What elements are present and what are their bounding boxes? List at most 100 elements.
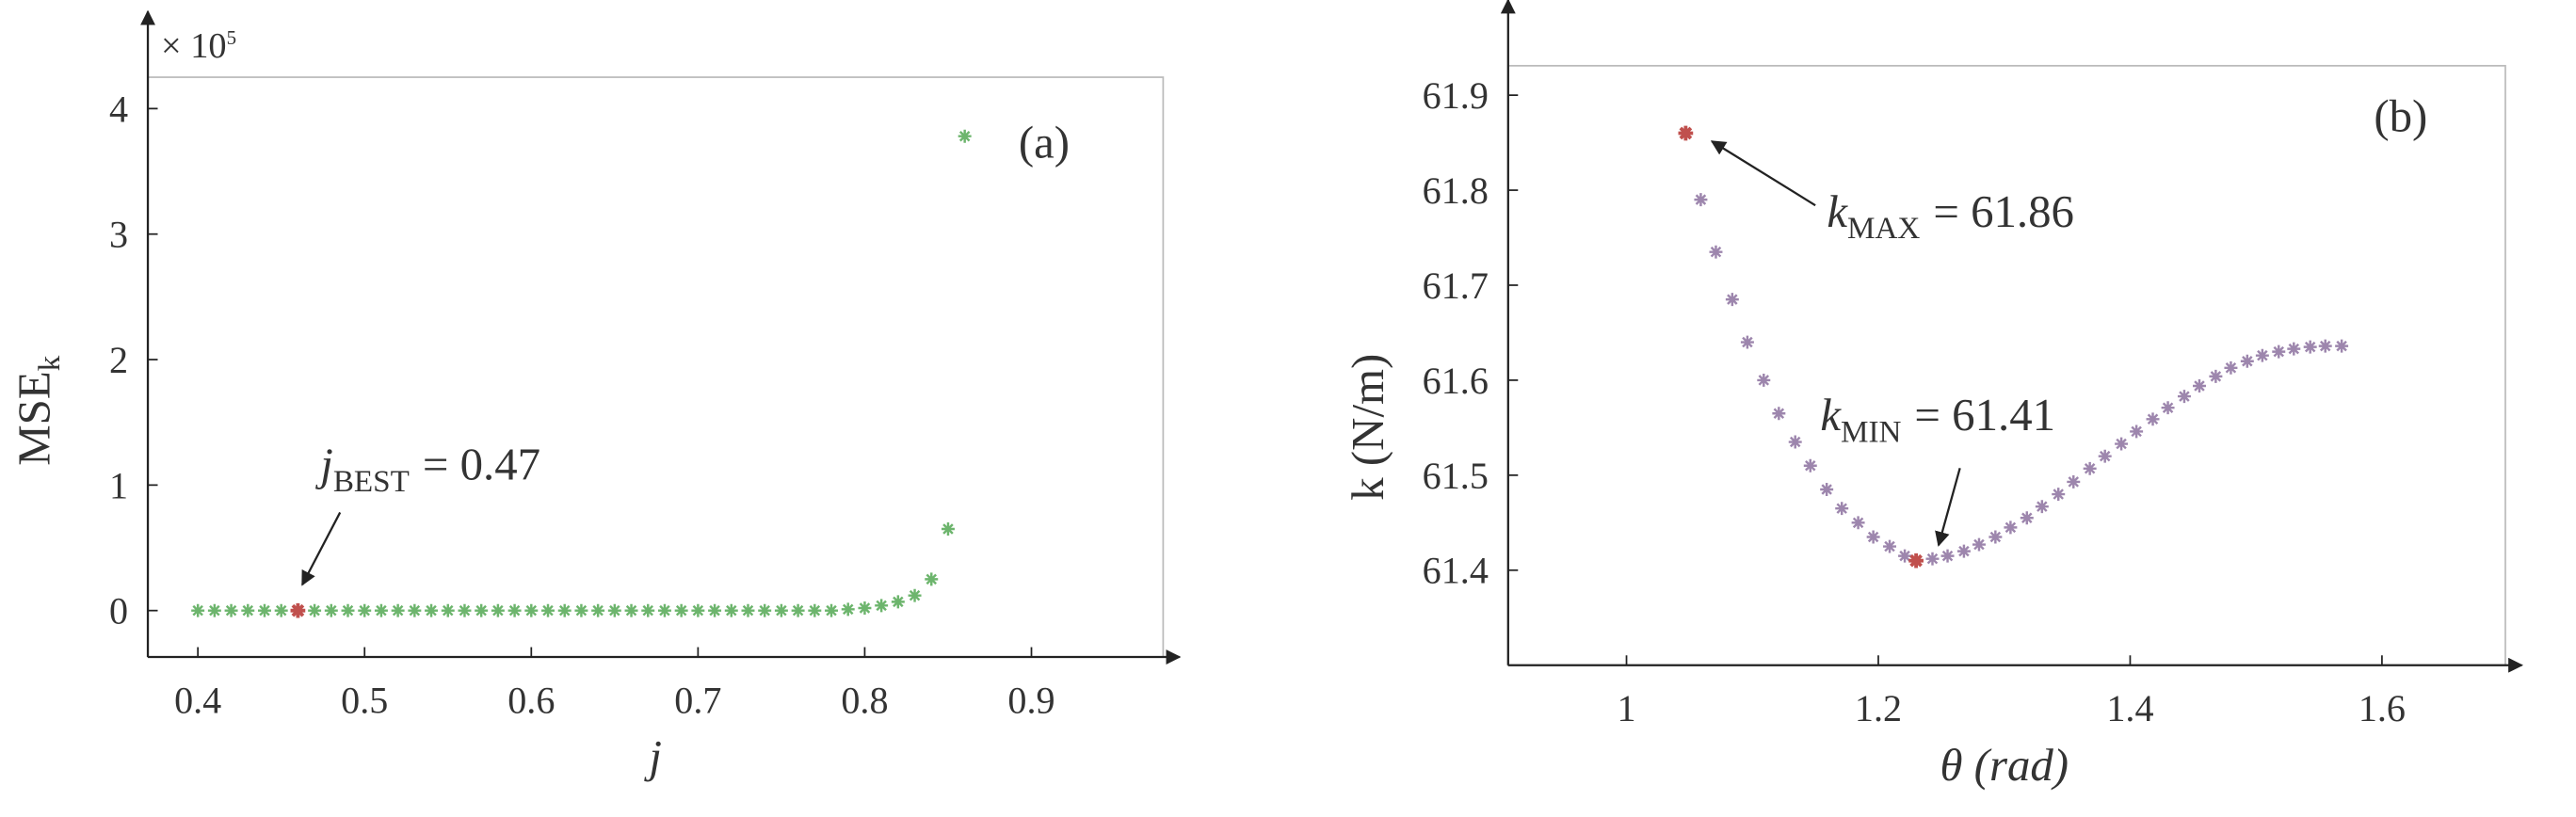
y-axis-label: MSEk	[8, 355, 66, 465]
point	[1709, 245, 1723, 259]
point	[741, 603, 755, 617]
point	[241, 603, 255, 617]
annotation-symbol: k	[1820, 389, 1842, 441]
point	[441, 603, 455, 617]
x-tick-label: 1.4	[2106, 687, 2153, 729]
point	[408, 603, 422, 617]
point	[657, 603, 671, 617]
point	[574, 603, 588, 617]
x-tick-label: 0.4	[174, 679, 221, 721]
point	[2052, 488, 2066, 502]
point	[1940, 549, 1955, 563]
point	[708, 603, 722, 617]
point	[1925, 552, 1940, 566]
point	[391, 603, 405, 617]
point	[207, 603, 221, 617]
y-tick-label: 61.9	[1423, 74, 1489, 117]
point	[941, 522, 955, 536]
y-label-text: MSE	[8, 371, 59, 465]
annotation-text: = 0.47	[423, 439, 540, 490]
annotation-symbol: j	[314, 439, 333, 490]
annotation-arrow	[1935, 468, 1961, 547]
x-tick-label: 1	[1617, 687, 1635, 729]
point	[2115, 437, 2129, 451]
point	[2209, 369, 2223, 383]
point	[674, 603, 688, 617]
point	[425, 603, 439, 617]
point	[858, 601, 872, 615]
x-tick-label: 0.9	[1007, 679, 1055, 721]
point	[324, 603, 338, 617]
point	[774, 603, 788, 617]
point	[2083, 461, 2097, 475]
point	[591, 603, 605, 617]
x-tick-label: 1.6	[2359, 687, 2406, 729]
point	[2004, 521, 2018, 535]
point	[308, 603, 322, 617]
x-axis-label: θ (rad)	[1940, 739, 2069, 791]
point	[925, 572, 939, 586]
point	[1803, 458, 1817, 473]
point	[1820, 483, 1834, 496]
point	[808, 603, 822, 617]
point	[191, 603, 205, 617]
y-tick-label: 61.8	[1423, 169, 1489, 212]
point	[2287, 342, 2301, 356]
y-tick-label: 61.5	[1423, 455, 1489, 497]
point	[475, 603, 489, 617]
point	[258, 603, 271, 617]
point	[274, 603, 288, 617]
point	[1740, 335, 1754, 349]
y-tick-label: 4	[109, 88, 128, 130]
point	[2146, 412, 2160, 426]
point	[2177, 390, 2191, 404]
annotation-subscript: BEST	[333, 464, 410, 499]
point	[624, 603, 638, 617]
x-tick-label: 0.8	[841, 679, 888, 721]
point	[908, 588, 922, 602]
y-tick-label: 61.7	[1423, 264, 1489, 307]
x-tick-label: 0.5	[341, 679, 388, 721]
point	[1835, 502, 1849, 516]
annotation: jBEST = 0.47	[314, 439, 540, 499]
point	[2020, 511, 2034, 525]
point	[875, 599, 889, 613]
point	[1772, 407, 1786, 421]
y-label-text: k (N/m)	[1342, 354, 1393, 501]
point	[1725, 293, 1739, 307]
y-tick-label: 61.6	[1423, 360, 1489, 402]
point	[641, 603, 655, 617]
point	[1988, 530, 2003, 544]
annotation: kMIN = 61.41	[1820, 389, 2055, 449]
annotation-symbol: k	[1827, 185, 1848, 237]
x-tick-label: 0.6	[507, 679, 555, 721]
point	[374, 603, 388, 617]
annotation-text: = 61.86	[1933, 185, 2074, 237]
y-tick-label: 2	[109, 339, 128, 381]
point	[958, 129, 972, 143]
point	[1956, 544, 1971, 558]
point	[2272, 344, 2286, 359]
point	[458, 603, 472, 617]
point	[2335, 339, 2349, 353]
x-tick-label: 0.7	[674, 679, 721, 721]
point	[1757, 373, 1771, 387]
point	[224, 603, 238, 617]
y-tick-label: 1	[109, 464, 128, 506]
point	[1883, 539, 1896, 553]
point	[825, 603, 839, 617]
point	[2255, 348, 2269, 362]
annotation-subscript: MIN	[1841, 414, 1902, 449]
annotation-arrow	[1710, 140, 1816, 207]
point	[1694, 193, 1708, 207]
point	[2035, 500, 2049, 514]
y-label-subscript: k	[32, 355, 67, 371]
point	[2193, 379, 2206, 392]
point	[2318, 339, 2332, 353]
point	[1866, 530, 1880, 544]
point	[2240, 354, 2254, 368]
point	[2067, 474, 2081, 489]
point	[2130, 425, 2144, 439]
annotation-arrow	[301, 511, 342, 586]
multiplier-base: × 10	[161, 26, 227, 66]
